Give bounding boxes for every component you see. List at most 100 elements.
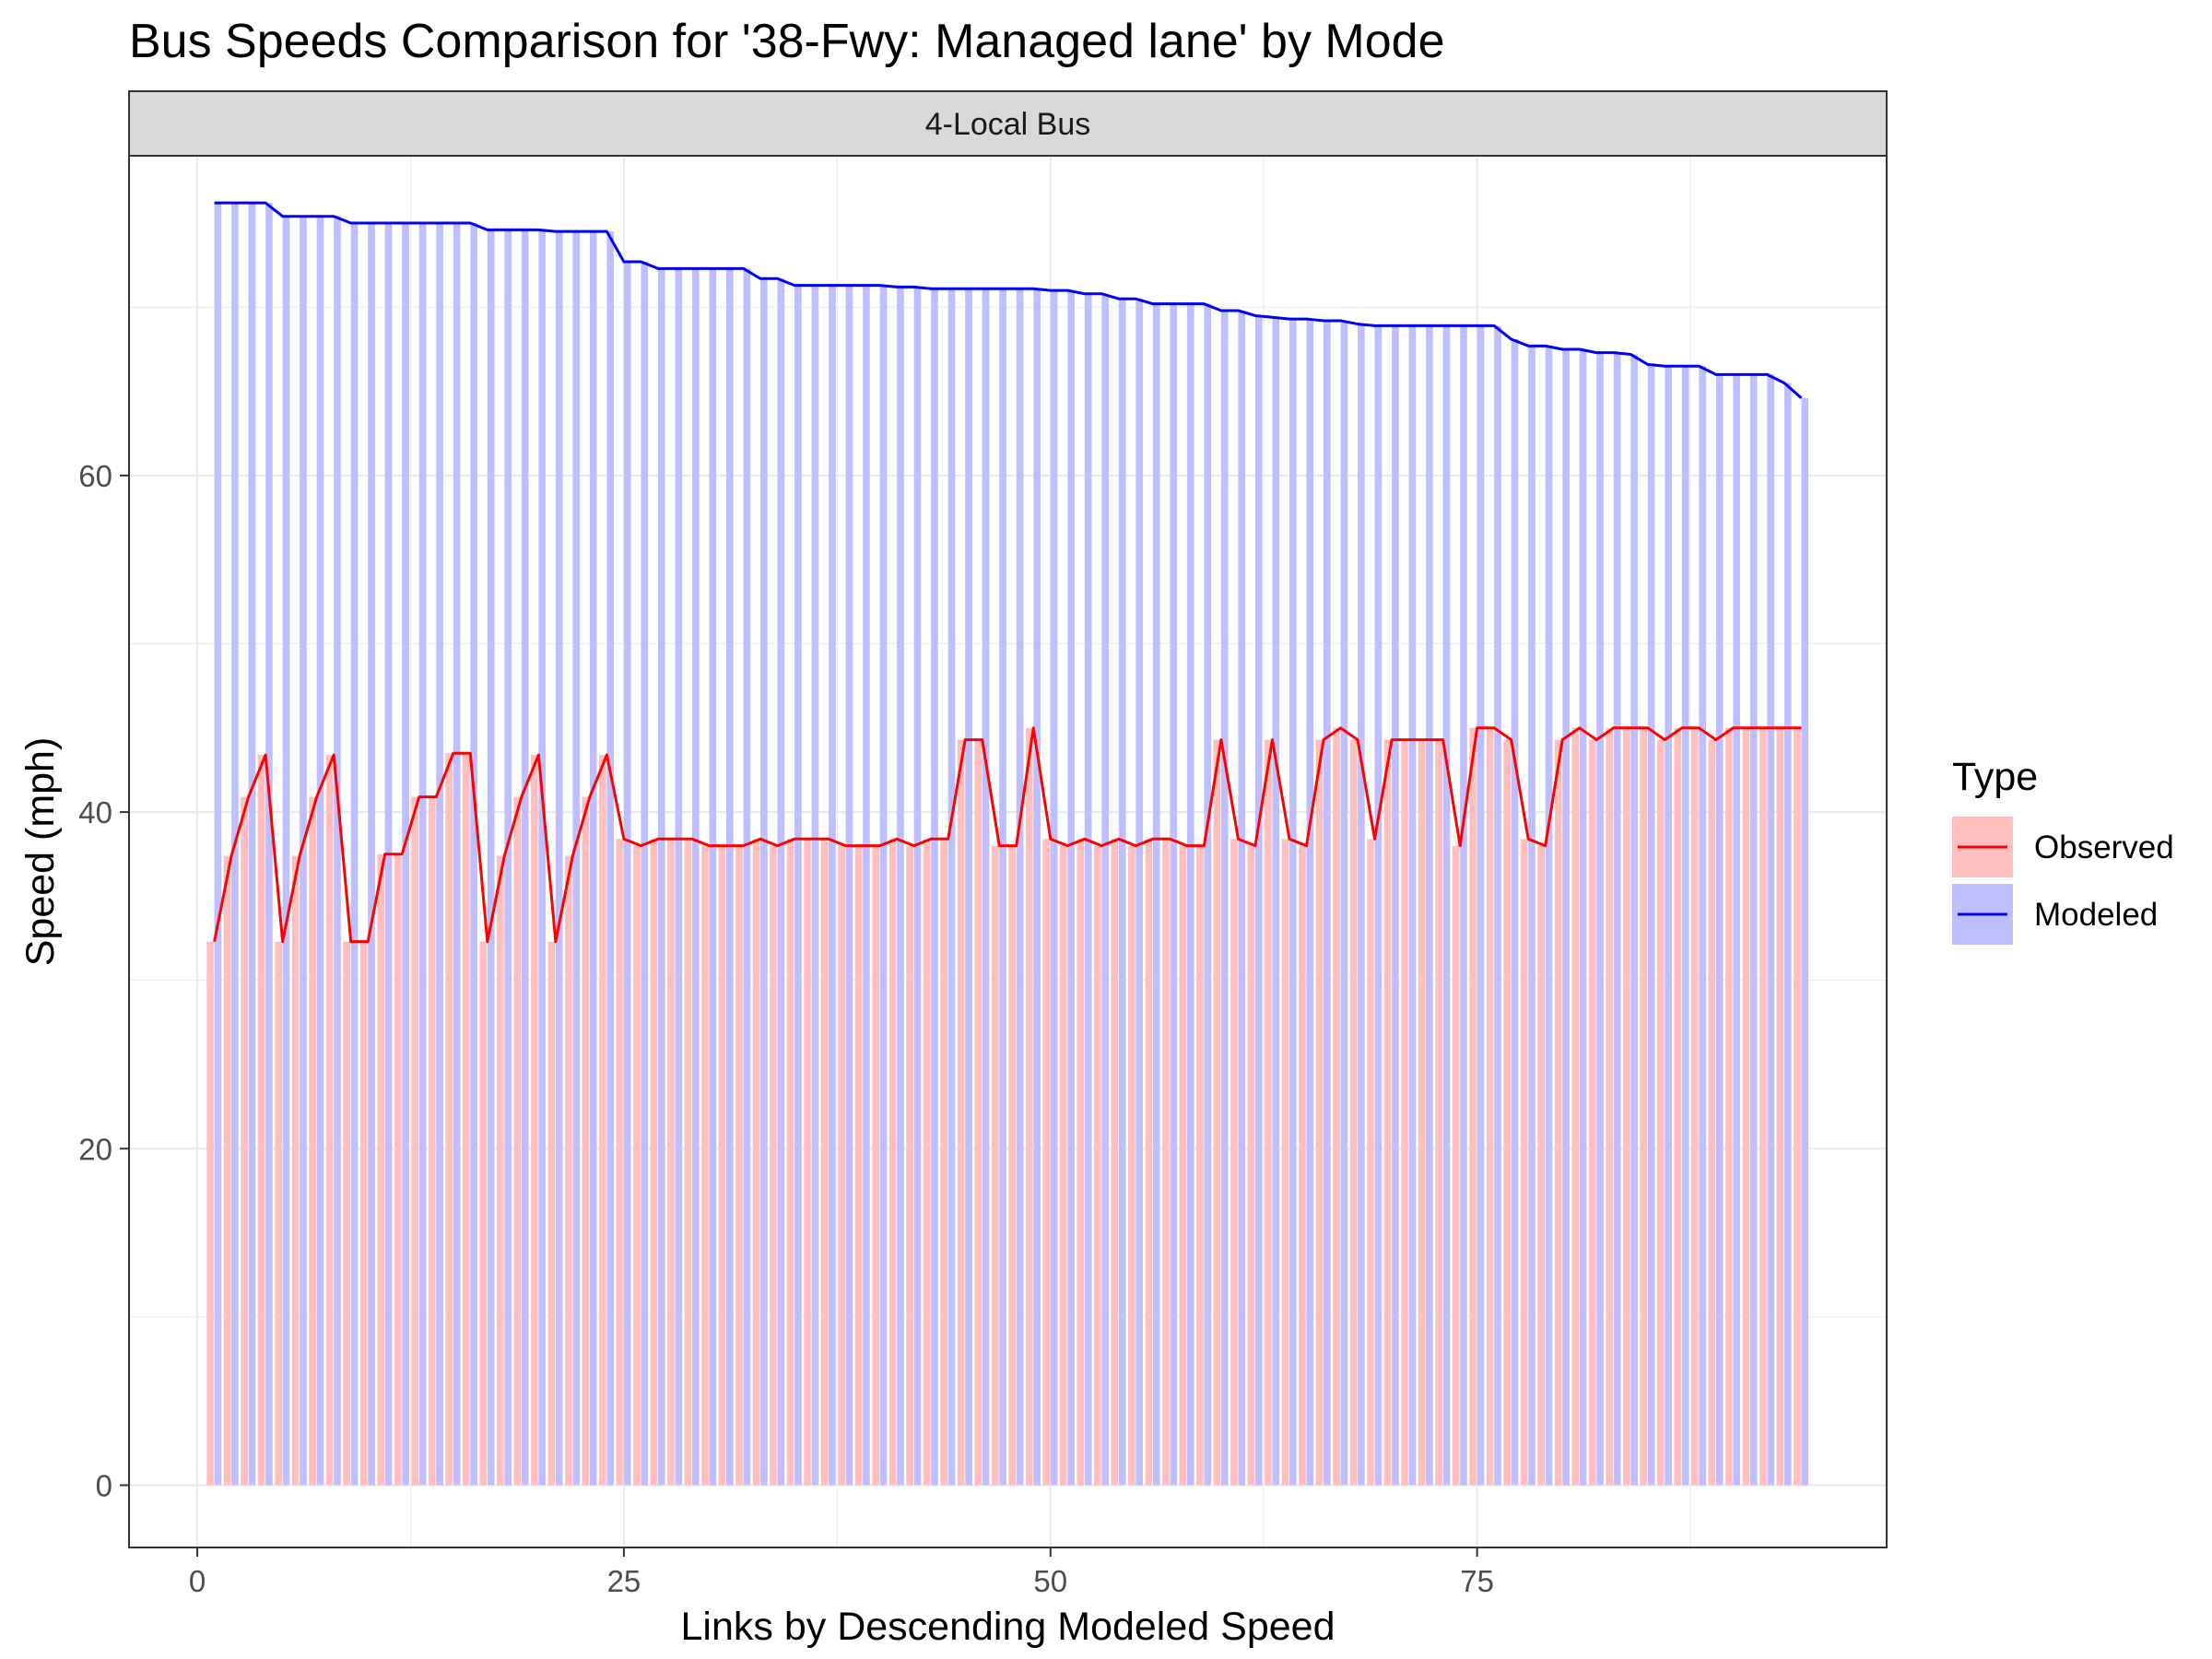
observed-bar bbox=[1111, 839, 1119, 1486]
modeled-bar bbox=[931, 288, 938, 1486]
modeled-bar bbox=[1135, 299, 1144, 1486]
observed-bar bbox=[325, 755, 334, 1486]
modeled-bar bbox=[316, 216, 324, 1486]
modeled-bar bbox=[1545, 346, 1553, 1486]
modeled-bar bbox=[248, 203, 256, 1486]
modeled-bar bbox=[1715, 374, 1724, 1486]
modeled-bar bbox=[1016, 288, 1024, 1486]
modeled-bar bbox=[1494, 325, 1501, 1486]
legend-title: Type bbox=[1952, 755, 2038, 799]
observed-bar bbox=[1281, 839, 1289, 1486]
modeled-bar bbox=[572, 231, 581, 1486]
observed-bar bbox=[1503, 739, 1512, 1486]
observed-bar bbox=[1162, 839, 1170, 1486]
observed-bar bbox=[309, 796, 316, 1486]
modeled-bar bbox=[760, 278, 768, 1486]
modeled-bar bbox=[265, 203, 273, 1486]
x-axis: 0 25 50 75 bbox=[189, 1547, 1494, 1598]
observed-bar bbox=[1794, 727, 1801, 1486]
observed-bar bbox=[359, 941, 368, 1486]
modeled-bar bbox=[1733, 374, 1741, 1486]
modeled-bar bbox=[1118, 299, 1126, 1486]
observed-bar bbox=[1059, 845, 1067, 1486]
modeled-bar bbox=[1204, 303, 1212, 1486]
modeled-bar bbox=[1511, 339, 1519, 1486]
observed-bar bbox=[786, 839, 794, 1486]
observed-bar bbox=[735, 845, 743, 1486]
observed-bar bbox=[1128, 845, 1135, 1486]
modeled-bar bbox=[1340, 320, 1348, 1486]
modeled-bar bbox=[829, 285, 836, 1486]
observed-bar bbox=[1265, 739, 1272, 1486]
observed-bar bbox=[923, 839, 931, 1486]
observed-bar bbox=[752, 839, 760, 1486]
observed-bar bbox=[1486, 727, 1494, 1486]
observed-bar bbox=[291, 855, 300, 1486]
modeled-bar bbox=[913, 287, 922, 1486]
modeled-bar bbox=[538, 229, 547, 1486]
observed-bar bbox=[1247, 845, 1255, 1486]
observed-bar bbox=[906, 845, 914, 1486]
observed-bar bbox=[1537, 845, 1546, 1486]
modeled-bar bbox=[709, 268, 717, 1486]
observed-bar bbox=[1145, 839, 1153, 1486]
modeled-bar bbox=[982, 288, 990, 1486]
modeled-bar bbox=[555, 231, 563, 1486]
observed-bar bbox=[872, 845, 879, 1486]
modeled-bar bbox=[1238, 310, 1246, 1486]
observed-bar bbox=[1656, 739, 1665, 1486]
observed-bar bbox=[462, 753, 470, 1486]
modeled-bar bbox=[589, 231, 597, 1486]
modeled-bar bbox=[794, 285, 802, 1486]
observed-bar bbox=[1299, 845, 1306, 1486]
modeled-bar bbox=[1613, 352, 1621, 1486]
observed-bar bbox=[1333, 727, 1340, 1486]
observed-bar bbox=[1725, 727, 1733, 1486]
observed-bar bbox=[445, 753, 453, 1486]
observed-bar bbox=[1674, 727, 1682, 1486]
modeled-bar bbox=[1358, 324, 1365, 1486]
modeled-bar bbox=[897, 287, 904, 1486]
y-tick-label: 0 bbox=[96, 1468, 112, 1502]
modeled-bar bbox=[1801, 397, 1809, 1486]
modeled-bar bbox=[1681, 366, 1689, 1486]
observed-bar bbox=[991, 845, 999, 1486]
modeled-bar bbox=[965, 288, 972, 1486]
modeled-bars bbox=[214, 203, 1809, 1486]
y-tick-label: 60 bbox=[78, 459, 112, 493]
modeled-bar bbox=[1220, 310, 1229, 1486]
x-axis-title: Links by Descending Modeled Speed bbox=[681, 1605, 1335, 1649]
modeled-bar bbox=[811, 285, 819, 1486]
observed-bar bbox=[1025, 727, 1033, 1486]
observed-bar bbox=[1315, 739, 1324, 1486]
modeled-bar bbox=[521, 229, 529, 1486]
observed-bar bbox=[547, 941, 556, 1486]
observed-bar bbox=[1708, 739, 1716, 1486]
modeled-bar bbox=[1647, 364, 1655, 1486]
observed-bar bbox=[1093, 845, 1101, 1486]
modeled-bar bbox=[1442, 325, 1451, 1486]
observed-bar bbox=[1691, 727, 1699, 1486]
chart-title: Bus Speeds Comparison for '38-Fwy: Manag… bbox=[129, 15, 1445, 68]
modeled-bar bbox=[863, 285, 870, 1486]
observed-bar bbox=[1367, 839, 1374, 1486]
modeled-bar bbox=[657, 268, 665, 1486]
plot-panel-border bbox=[128, 155, 1888, 1548]
modeled-bar bbox=[1477, 325, 1485, 1486]
observed-bar bbox=[1452, 845, 1460, 1486]
observed-bar bbox=[1759, 727, 1767, 1486]
modeled-bar bbox=[1067, 290, 1075, 1486]
modeled-bar bbox=[623, 262, 631, 1486]
modeled-bar bbox=[436, 223, 443, 1486]
x-tick-label: 75 bbox=[1460, 1564, 1494, 1598]
observed-bar bbox=[241, 796, 248, 1486]
series-lines bbox=[213, 201, 1803, 944]
y-tick-label: 40 bbox=[78, 795, 112, 830]
modeled-bar bbox=[606, 231, 615, 1486]
modeled-bar bbox=[1272, 317, 1280, 1486]
observed-bar bbox=[1435, 739, 1442, 1486]
observed-bar bbox=[1640, 727, 1648, 1486]
observed-bar bbox=[275, 941, 282, 1486]
modeled-bar bbox=[470, 223, 477, 1486]
